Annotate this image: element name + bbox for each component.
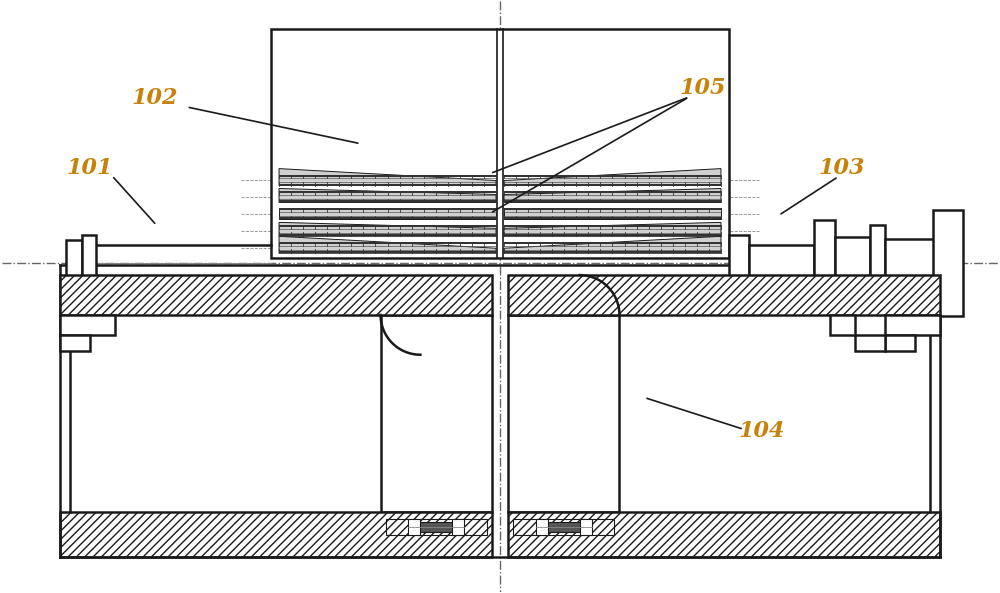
Bar (66, 240, 82, 286)
Bar (504, 174, 721, 177)
Text: 105: 105 (679, 77, 726, 99)
Bar (513, 519, 614, 535)
Bar (536, 519, 548, 535)
Bar (729, 235, 749, 291)
Polygon shape (504, 189, 721, 202)
Bar (870, 225, 885, 301)
Bar (749, 246, 814, 281)
Polygon shape (504, 168, 721, 186)
Bar (60, 315, 115, 335)
Polygon shape (279, 168, 496, 186)
Bar (414, 522, 458, 532)
Polygon shape (504, 236, 721, 253)
Bar (504, 218, 721, 219)
Bar (835, 237, 870, 289)
Bar (933, 211, 963, 316)
Bar (452, 519, 464, 535)
Bar (279, 208, 496, 211)
Bar (82, 235, 96, 291)
Bar (279, 218, 496, 219)
Text: 101: 101 (67, 157, 114, 178)
Bar (508, 315, 619, 512)
Bar (279, 174, 496, 177)
Polygon shape (504, 222, 721, 236)
Bar (814, 221, 835, 306)
Bar (279, 251, 496, 253)
Bar (504, 183, 721, 186)
Bar (60, 335, 90, 350)
Bar (504, 251, 721, 253)
Polygon shape (504, 208, 721, 219)
Polygon shape (279, 236, 496, 253)
Bar (830, 315, 855, 335)
Polygon shape (279, 208, 496, 219)
Bar (508, 512, 940, 557)
Bar (279, 225, 496, 227)
Bar (386, 519, 487, 535)
Bar (504, 208, 721, 211)
Polygon shape (279, 222, 496, 236)
Bar (408, 519, 420, 535)
Bar (60, 512, 492, 557)
Bar (504, 200, 721, 202)
Polygon shape (279, 189, 496, 202)
Bar (542, 522, 586, 532)
Text: 104: 104 (739, 420, 785, 442)
Bar (279, 183, 496, 186)
Bar (885, 335, 915, 350)
Bar (60, 275, 492, 315)
Bar (504, 234, 721, 236)
Text: 102: 102 (132, 87, 178, 109)
Bar (381, 315, 492, 512)
Bar (885, 315, 940, 335)
Text: 103: 103 (819, 157, 865, 178)
Bar (508, 275, 940, 315)
Bar (580, 519, 592, 535)
Bar (504, 192, 721, 193)
Bar (885, 239, 935, 287)
Bar (855, 335, 885, 350)
Bar (279, 243, 496, 244)
Bar (279, 200, 496, 202)
Bar (279, 234, 496, 236)
Bar (504, 243, 721, 244)
Bar (271, 29, 729, 258)
Bar (279, 192, 496, 193)
Bar (504, 225, 721, 227)
